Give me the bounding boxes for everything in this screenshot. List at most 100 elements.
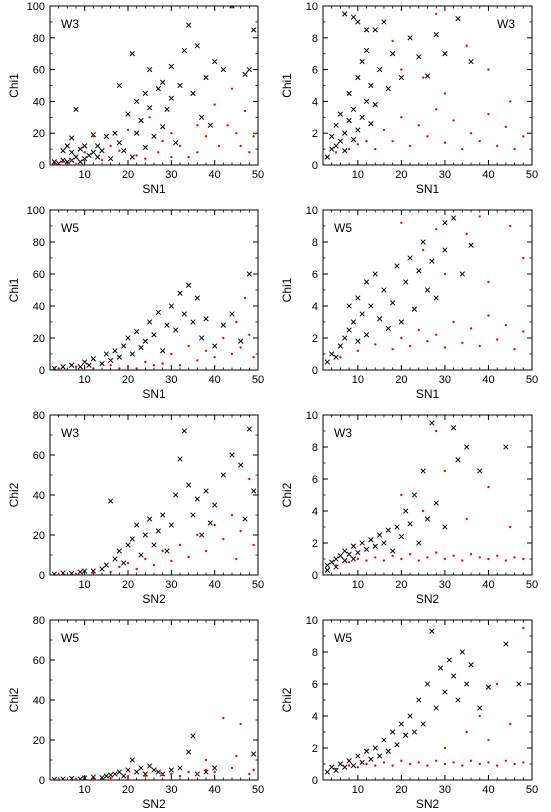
chart-8-cross-point — [346, 758, 352, 764]
chart-3-dot-point — [222, 336, 225, 340]
chart-4-cross-point — [342, 335, 348, 341]
chart-4-dot-point — [452, 320, 455, 324]
chart-7-cross-point — [112, 771, 118, 777]
chart-1-cross-point — [203, 74, 209, 81]
chart-3-cross-point — [212, 343, 218, 349]
chart-8-dot-point — [356, 766, 360, 769]
chart-1-cross-point — [246, 66, 252, 73]
chart-8-dot-point — [334, 767, 338, 770]
chart-1-x-tick-label: 10 — [79, 169, 91, 181]
chart-5-dot-point — [161, 549, 164, 553]
chart-1-cross-point — [147, 105, 153, 111]
chart-5-cross-point — [194, 496, 200, 502]
chart-5-cross-point — [186, 482, 192, 488]
chart-4-dot-point — [374, 343, 377, 346]
chart-5-points — [51, 426, 257, 575]
chart-1-cross-point — [164, 106, 170, 113]
chart-3-cross-point — [116, 354, 122, 360]
chart-2-dot-point — [391, 39, 394, 43]
chart-4-cross-point — [398, 319, 405, 325]
chart-2-cross-point — [407, 35, 413, 41]
chart-3-dot-point — [74, 365, 78, 368]
chart-2-dot-point — [400, 68, 403, 71]
chart-1-dot-point — [53, 162, 56, 165]
chart-5-dot-point — [118, 565, 121, 569]
chart-8-dot-point — [461, 764, 464, 767]
chart-6-dot-point — [435, 429, 438, 433]
chart-2-dot-point — [334, 151, 338, 154]
chart-8-cross-point — [350, 762, 357, 769]
chart-4-x-axis-title: SN1 — [416, 387, 440, 401]
chart-3-cross-point — [134, 328, 140, 335]
chart-1-panel-label: W3 — [61, 17, 79, 31]
chart-6-y-axis-title: Chi2 — [280, 482, 294, 507]
chart-6-cross-point — [324, 567, 331, 573]
chart-4-y-tick-label: 10 — [306, 205, 318, 217]
chart-5-plot-frame — [49, 414, 259, 576]
chart-5-dot-point — [109, 570, 112, 574]
chart-3-dot-point — [239, 346, 242, 349]
chart-6-dot-point — [435, 551, 438, 554]
chart-7-y-tick-label: 20 — [33, 735, 45, 747]
chart-4-dot-point — [400, 336, 403, 340]
chart-5-dot-point — [74, 572, 78, 575]
chart-5-cross-point — [51, 571, 57, 575]
chart-6-cross-point — [355, 549, 361, 556]
chart-5-dot-point — [135, 567, 138, 571]
chart-8-cross-point — [420, 721, 426, 727]
chart-3-dot-point — [152, 364, 156, 367]
chart-4-dot-point — [421, 248, 425, 252]
chart-1-cross-point — [242, 71, 248, 78]
chart-6-cross-point — [385, 527, 391, 533]
chart-7-plot-frame — [49, 619, 259, 781]
chart-5-cross-point — [142, 532, 148, 538]
chart-2-cross-point — [381, 19, 387, 25]
chart-8-dot-point — [478, 762, 481, 766]
chart-6-cross-point — [376, 532, 383, 538]
chart-1-dot-point — [196, 124, 199, 127]
chart-1-cross-point — [86, 152, 92, 159]
chart-7-dot-point — [161, 773, 164, 777]
chart-5-x-tick-label: 30 — [165, 579, 177, 591]
chart-3-y-tick-label: 20 — [33, 333, 45, 345]
chart-4-cross-point — [450, 215, 457, 221]
chart-3-cross-point — [60, 364, 66, 370]
chart-8-y-tick-label: 2 — [312, 743, 318, 755]
chart-3-cross-point — [238, 338, 244, 344]
chart-6-cross-point — [411, 492, 418, 498]
chart-5-cross-point — [134, 522, 140, 528]
chart-6-x-tick-label: 50 — [526, 579, 538, 591]
chart-5-cross-point — [207, 520, 213, 526]
chart-4-dot-point — [435, 333, 438, 336]
chart-2-dot-point — [435, 108, 438, 111]
chart-5-dot-point — [235, 557, 238, 561]
chart-6-x-tick-label: 40 — [482, 579, 494, 591]
chart-6-cross-point — [363, 546, 370, 553]
chart-6-dot-point — [487, 557, 490, 561]
chart-8-dot-point — [469, 759, 473, 762]
chart-4-cross-point — [359, 311, 365, 317]
chart-6-cross-point — [333, 564, 339, 570]
chart-1-cross-point — [64, 143, 70, 149]
chart-8-cross-point — [394, 742, 400, 748]
chart-1-dot-point — [126, 128, 130, 132]
chart-8-dot-point — [522, 626, 525, 630]
chart-5-x-axis-title: SN2 — [142, 592, 166, 606]
chart-6: 10 20 30 40 50 0 2 4 6 8 10 SN2 Chi2 W3 — [280, 410, 538, 606]
chart-1-dot-point — [70, 159, 73, 162]
chart-8-cross-point — [398, 721, 405, 727]
chart-3-cross-point — [112, 348, 118, 354]
chart-8-cross-point — [516, 681, 522, 687]
chart-4-dot-point — [495, 338, 499, 341]
chart-3-cross-point — [77, 364, 83, 370]
chart-2-cross-point — [355, 74, 361, 81]
chart-2-dot-point — [465, 44, 468, 47]
chart-2-dot-point — [408, 144, 412, 148]
chart-4: 10 20 30 40 50 0 2 4 6 8 10 SN1 Chi1 W5 — [280, 205, 538, 401]
chart-4-cross-point — [468, 242, 474, 248]
chart-7-cross-point — [190, 733, 196, 739]
chart-7-dot-point — [57, 778, 60, 780]
chart-5-x-tick-label: 10 — [79, 579, 91, 591]
chart-4-dot-point — [408, 344, 412, 348]
chart-2-cross-point — [346, 117, 352, 124]
